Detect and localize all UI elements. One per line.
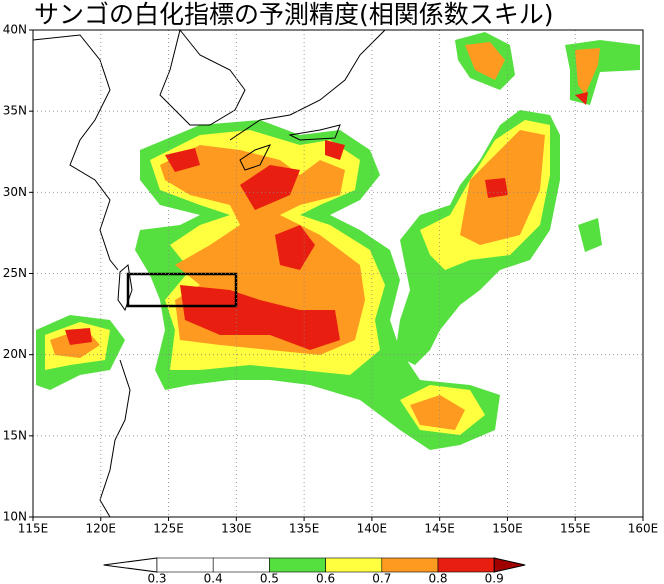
lat-label: 40N <box>3 23 27 37</box>
lat-label: 30N <box>3 185 27 199</box>
colorbar-segment <box>381 557 439 573</box>
colorbar-label: 0.9 <box>485 572 504 584</box>
colorbar-label: 0.4 <box>204 572 223 584</box>
lon-label: 115E <box>18 522 49 536</box>
lat-label: 20N <box>3 347 27 361</box>
lon-label: 140E <box>357 522 388 536</box>
colorbar-arrow-high <box>493 557 526 573</box>
colorbar-segment <box>156 557 214 573</box>
lat-label: 10N <box>3 510 27 524</box>
plot-frame <box>32 29 644 518</box>
lat-label: 35N <box>3 104 27 118</box>
lon-label: 130E <box>221 522 252 536</box>
map-plot <box>29 28 644 521</box>
skill-shading <box>36 32 640 450</box>
colorbar-segment <box>437 557 495 573</box>
colorbar-label: 0.3 <box>147 572 166 584</box>
coastlines <box>32 28 386 518</box>
colorbar-label: 0.6 <box>316 572 335 584</box>
lon-label: 135E <box>289 522 320 536</box>
lon-label: 150E <box>492 522 523 536</box>
lon-label: 160E <box>628 522 659 536</box>
colorbar-segment <box>269 557 326 573</box>
colorbar-label: 0.7 <box>372 572 391 584</box>
colorbar-segment <box>212 557 270 573</box>
lon-label: 125E <box>153 522 184 536</box>
colorbar-arrow-low <box>103 557 158 573</box>
lat-label: 15N <box>3 428 27 442</box>
colorbar-label: 0.8 <box>428 572 447 584</box>
lat-label: 25N <box>3 266 27 280</box>
map-title: サンゴの白化指標の予測精度(相関係数スキル) <box>34 0 554 29</box>
colorbar-segment <box>325 557 383 573</box>
lon-label: 145E <box>424 522 455 536</box>
colorbar-label: 0.5 <box>260 572 279 584</box>
lon-label: 120E <box>86 522 117 536</box>
colorbar: 0.3 0.4 0.5 0.6 0.7 0.8 0.9 <box>103 557 526 584</box>
lon-label: 155E <box>560 522 591 536</box>
